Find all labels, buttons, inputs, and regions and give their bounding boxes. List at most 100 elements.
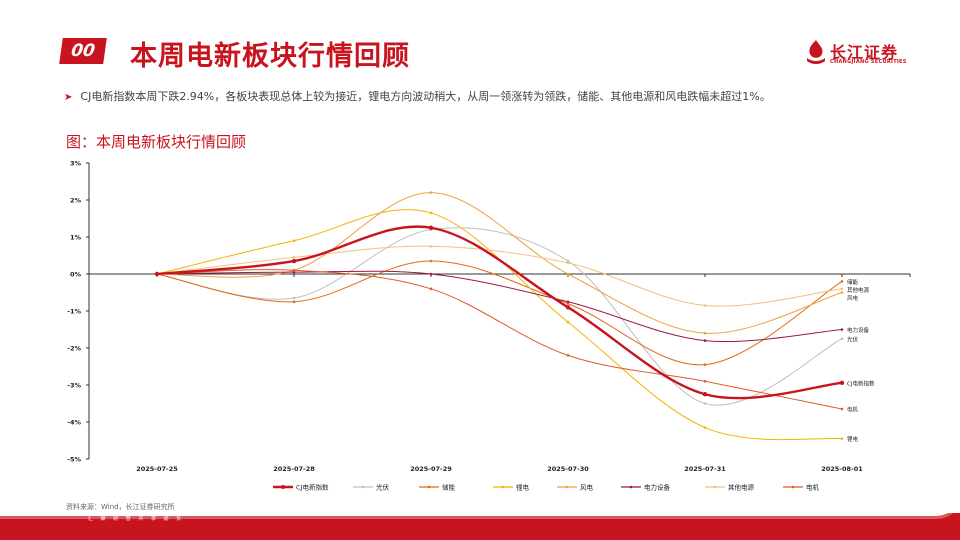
x-tick-label: 2025-07-30 <box>547 465 589 473</box>
company-logo: 长江证券 CHANGJIANG SECURITIES <box>804 39 914 69</box>
legend-marker <box>361 485 365 489</box>
legend-marker <box>713 485 717 489</box>
source-note: 资料来源：Wind，长江证券研究所 <box>66 503 175 511</box>
summary-bullet: ➤ CJ电新指数本周下跌2.94%，各板块表现总体上较为接近，锂电方向波动稍大，从… <box>64 88 771 104</box>
logo-mark-icon <box>807 40 825 64</box>
x-tick-label: 2025-08-01 <box>821 465 863 473</box>
data-point <box>566 320 570 324</box>
legend-marker <box>281 485 285 489</box>
series-end-label: 锂电 <box>847 435 859 443</box>
data-point <box>292 270 296 274</box>
y-tick-label: -1% <box>67 308 81 316</box>
data-point <box>428 225 434 230</box>
series-line <box>156 270 843 343</box>
data-point <box>429 244 433 248</box>
data-point <box>292 256 296 259</box>
data-point <box>840 337 844 341</box>
series-line <box>156 225 843 400</box>
series-end-label: 电力设备 <box>847 326 870 334</box>
footer-band <box>0 513 960 540</box>
summary-text: CJ电新指数本周下跌2.94%，各板块表现总体上较为接近，锂电方向波动稍大，从周… <box>80 90 771 103</box>
data-point <box>840 280 844 283</box>
data-point <box>429 287 433 291</box>
x-tick-label: 2025-07-31 <box>684 465 726 473</box>
legend-marker <box>501 485 505 489</box>
data-point <box>154 271 160 277</box>
legend-marker <box>565 485 569 489</box>
data-point <box>429 259 433 263</box>
legend-marker <box>427 485 431 489</box>
legend-label: 光伏 <box>376 483 390 492</box>
x-tick-label: 2025-07-28 <box>273 465 315 473</box>
page-title: 本周电新板块行情回顾 <box>130 41 410 72</box>
y-tick-label: 0% <box>70 271 82 279</box>
legend-label: 锂电 <box>516 483 530 492</box>
data-point <box>703 380 707 383</box>
data-point <box>429 211 433 215</box>
data-point <box>566 300 570 304</box>
data-point <box>566 354 570 357</box>
data-point <box>703 331 707 335</box>
data-point <box>566 259 570 263</box>
series-line <box>156 209 843 441</box>
data-point <box>702 392 708 397</box>
series-end-label: 光伏 <box>847 335 859 343</box>
data-point <box>703 339 707 342</box>
logo-subtext: CHANGJIANG SECURITIES <box>830 59 907 65</box>
data-point <box>703 426 707 429</box>
legend-label: CJ电新指数 <box>296 483 329 492</box>
series-line <box>156 227 843 406</box>
data-point <box>565 305 571 310</box>
series-end-label: 风电 <box>847 294 859 302</box>
legend-label: 电力设备 <box>644 483 671 492</box>
legend-label: 其他电源 <box>728 483 755 492</box>
footer-slogan: 汇 聚 财 智 共 享 成 长 <box>88 516 185 522</box>
series-end-label: CJ电新指数 <box>847 379 875 387</box>
data-point <box>840 328 844 331</box>
data-point <box>429 272 433 276</box>
data-point <box>840 437 844 440</box>
data-point <box>566 261 570 265</box>
data-point <box>429 191 433 194</box>
y-tick-label: -5% <box>67 456 81 464</box>
legend-marker <box>629 485 633 489</box>
logo-text: 长江证券 <box>830 43 899 62</box>
y-tick-label: 3% <box>70 160 82 168</box>
series-line <box>156 269 843 410</box>
bullet-arrow-icon: ➤ <box>64 92 73 103</box>
legend-label: 储能 <box>442 483 456 492</box>
data-point <box>840 287 844 291</box>
series-line <box>156 260 843 366</box>
y-tick-label: -2% <box>67 345 81 353</box>
y-tick-label: 2% <box>70 197 82 205</box>
series-line <box>156 192 843 334</box>
line-chart: 3% 2% 1% 0% -1% -2% -3% -4% -5% 2025-07-25 2025-07… <box>67 160 911 492</box>
data-point <box>840 407 844 411</box>
x-tick-label: 2025-07-29 <box>410 465 452 473</box>
data-point <box>703 363 707 366</box>
data-point <box>566 272 570 276</box>
data-point <box>292 269 296 272</box>
data-point <box>703 402 707 405</box>
data-point <box>839 380 845 385</box>
data-point <box>703 304 707 307</box>
legend-marker <box>791 485 795 489</box>
series-end-label: 储能 <box>847 278 859 286</box>
y-tick-label: -4% <box>67 419 81 427</box>
data-point <box>292 239 296 242</box>
chart-caption: 图：本周电新板块行情回顾 <box>66 133 247 151</box>
data-point <box>291 258 297 264</box>
y-tick-label: 1% <box>70 234 82 242</box>
legend-label: 风电 <box>580 483 594 492</box>
data-point <box>292 296 296 300</box>
series-line <box>156 245 843 307</box>
section-number-badge: 00 <box>59 38 107 64</box>
series-end-label: 其他电源 <box>847 286 870 294</box>
data-point <box>840 291 844 294</box>
data-point <box>292 300 296 304</box>
data-point <box>566 302 570 305</box>
series-end-label: 电机 <box>847 406 859 414</box>
x-tick-label: 2025-07-25 <box>136 465 178 473</box>
y-tick-label: -3% <box>67 382 81 390</box>
legend-label: 电机 <box>806 483 820 492</box>
